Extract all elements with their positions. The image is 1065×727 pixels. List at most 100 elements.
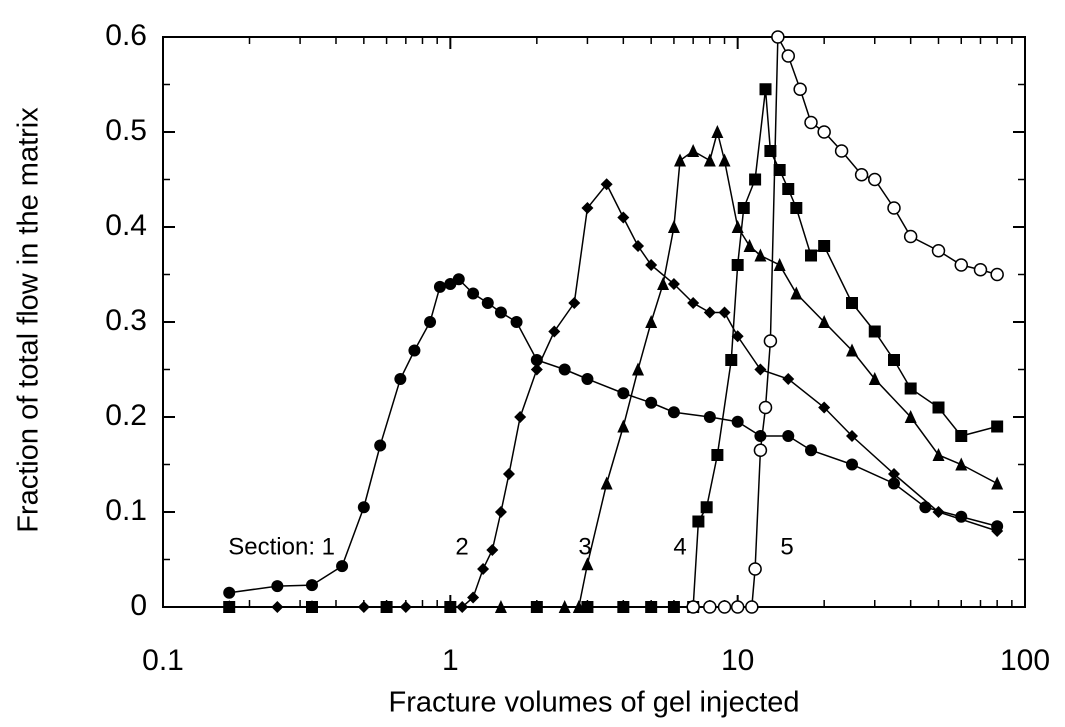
marker [743, 239, 756, 252]
marker [718, 153, 731, 167]
marker [818, 315, 831, 328]
y-tick-label: 0.4 [105, 209, 147, 242]
marker [931, 244, 946, 258]
marker [854, 168, 869, 182]
series-line [229, 131, 998, 608]
marker [718, 306, 731, 319]
marker [667, 278, 680, 290]
marker [674, 153, 687, 167]
marker [408, 344, 421, 357]
y-tick-label: 0.3 [105, 304, 147, 337]
y-tick-label: 0 [130, 589, 147, 622]
section-label: Section: 1 [228, 533, 335, 560]
marker [748, 562, 762, 576]
series-line [229, 182, 998, 608]
marker [919, 501, 932, 514]
marker [514, 411, 527, 423]
marker [581, 601, 594, 613]
marker [781, 49, 796, 63]
marker [703, 600, 717, 614]
marker [568, 297, 581, 309]
plot-frame [162, 36, 1026, 608]
marker [667, 406, 680, 419]
marker [703, 306, 716, 319]
marker [790, 286, 803, 300]
marker [804, 115, 818, 130]
marker [223, 601, 236, 613]
marker [632, 240, 645, 252]
section-label: 5 [780, 533, 793, 560]
marker [932, 448, 945, 461]
marker [846, 343, 859, 357]
marker [805, 444, 818, 457]
marker [271, 580, 284, 593]
marker [617, 601, 630, 613]
marker [502, 468, 515, 480]
marker [991, 476, 1004, 490]
marker [834, 144, 849, 158]
marker [717, 600, 732, 614]
marker [773, 258, 786, 271]
marker [754, 363, 767, 376]
marker [424, 316, 437, 328]
marker [846, 458, 859, 471]
marker [771, 30, 785, 44]
x-tick-label: 1 [442, 644, 459, 677]
marker [764, 145, 777, 157]
section-label: 3 [578, 533, 591, 560]
marker [990, 267, 1004, 282]
marker [600, 178, 613, 191]
marker [687, 297, 700, 309]
marker [617, 211, 630, 224]
marker [444, 601, 457, 613]
marker [305, 579, 318, 592]
marker [530, 363, 543, 376]
marker [667, 601, 680, 613]
marker [510, 316, 523, 328]
y-tick-label: 0.1 [105, 494, 147, 527]
y-tick-label: 0.5 [105, 114, 147, 147]
marker [336, 560, 349, 573]
marker [782, 373, 795, 385]
marker [932, 401, 945, 414]
marker [452, 273, 465, 286]
marker [730, 600, 745, 614]
marker [793, 82, 807, 96]
marker [782, 430, 795, 442]
marker [763, 334, 778, 348]
marker [223, 586, 236, 599]
marker [955, 430, 968, 442]
marker [617, 387, 630, 400]
marker [433, 280, 446, 293]
marker [868, 172, 882, 187]
marker [617, 419, 630, 433]
marker [790, 202, 803, 214]
marker [737, 202, 750, 214]
marker [645, 396, 658, 409]
marker [955, 457, 968, 471]
x-tick-label: 0.1 [142, 644, 184, 677]
marker [467, 591, 480, 604]
marker [467, 287, 480, 300]
y-axis-title: Fraction of total flow in the matrix [13, 107, 45, 533]
marker [394, 373, 407, 385]
marker [846, 297, 859, 309]
marker [973, 263, 988, 277]
marker [868, 372, 881, 385]
marker [818, 240, 831, 252]
marker [753, 443, 768, 457]
marker [703, 153, 716, 167]
x-axis-title: Fracture volumes of gel injected [388, 687, 799, 719]
marker [731, 259, 744, 271]
marker [494, 306, 507, 319]
marker [486, 544, 499, 556]
marker [818, 401, 831, 414]
marker [759, 83, 772, 96]
marker [494, 506, 507, 518]
marker [667, 220, 680, 233]
marker [773, 164, 786, 176]
marker [731, 415, 744, 428]
x-tick-label: 10 [721, 644, 754, 677]
marker [581, 373, 594, 385]
